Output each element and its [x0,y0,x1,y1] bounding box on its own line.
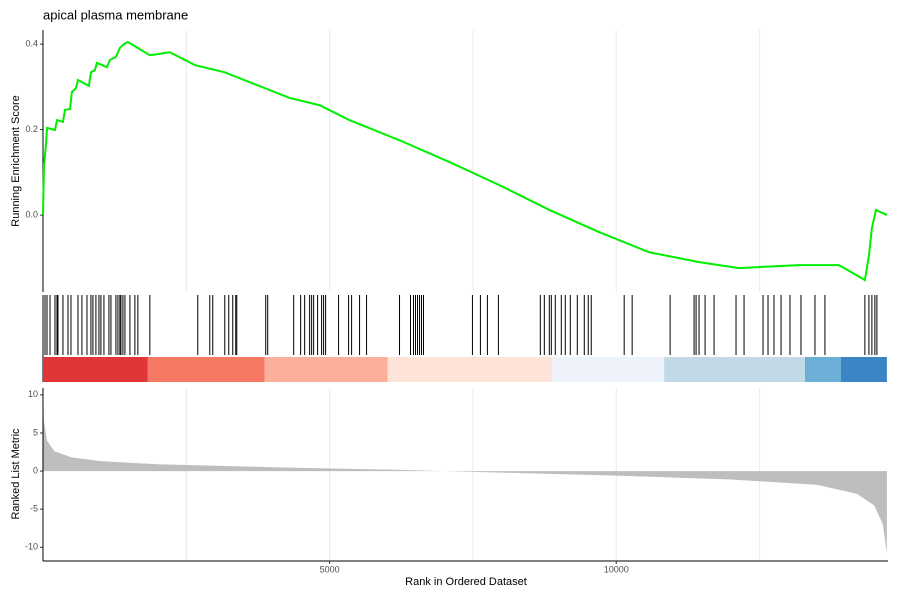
color-band [552,357,665,382]
x-axis-label: Rank in Ordered Dataset [405,576,527,588]
y-tick-label: 10 [28,389,38,399]
color-band [664,357,805,382]
y-tick-label: 0 [33,465,38,475]
chart-title: apical plasma membrane [43,7,188,22]
y-tick-label: 0.4 [25,38,38,48]
color-band [804,357,841,382]
color-band [43,357,148,382]
y-tick-label: -10 [25,542,38,552]
y-axis-label: Ranked List Metric [10,428,22,520]
color-band [147,357,265,382]
es-line [42,40,888,282]
color-band [264,357,388,382]
y-tick-label: -5 [30,504,38,514]
y-axis-label: Running Enrichment Score [10,95,22,226]
y-tick-label: 0.2 [25,124,38,134]
y-tick-label: 0.0 [25,209,38,219]
metric-area [43,400,887,554]
color-band [840,357,887,382]
x-tick-label: 5000 [320,564,340,574]
y-tick-label: 5 [33,427,38,437]
color-band [387,357,553,382]
x-tick-label: 10000 [604,564,629,574]
